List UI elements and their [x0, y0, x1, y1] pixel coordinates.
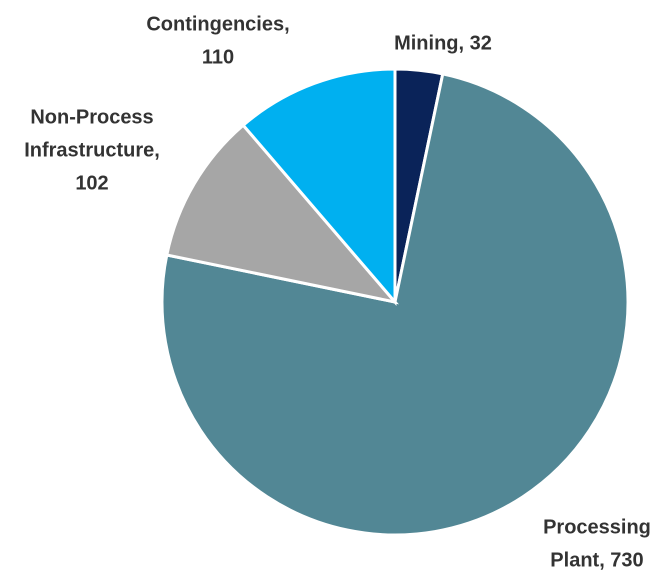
slice-label-line: Plant, 730 — [550, 549, 643, 571]
slice-label-line: Contingencies, — [146, 13, 289, 35]
slice-label: Processing Plant, 730 — [543, 516, 651, 571]
slice-label-line: 110 — [202, 46, 234, 68]
slice-label: Contingencies, 110 — [146, 13, 289, 68]
slice-label: Non-Process Infrastructure, 102 — [24, 106, 160, 194]
pie-slice — [160, 72, 630, 537]
slice-label: Mining, 32 — [394, 32, 492, 54]
slice-label-line: Mining, 32 — [394, 32, 492, 54]
pie-slice — [165, 123, 400, 305]
slice-label-line: Processing — [543, 516, 651, 538]
slice-label-line: Non-Process — [30, 106, 153, 128]
slice-label-line: Infrastructure, — [24, 139, 160, 161]
slice-label-line: 102 — [75, 172, 108, 194]
pie-slice — [241, 67, 397, 307]
